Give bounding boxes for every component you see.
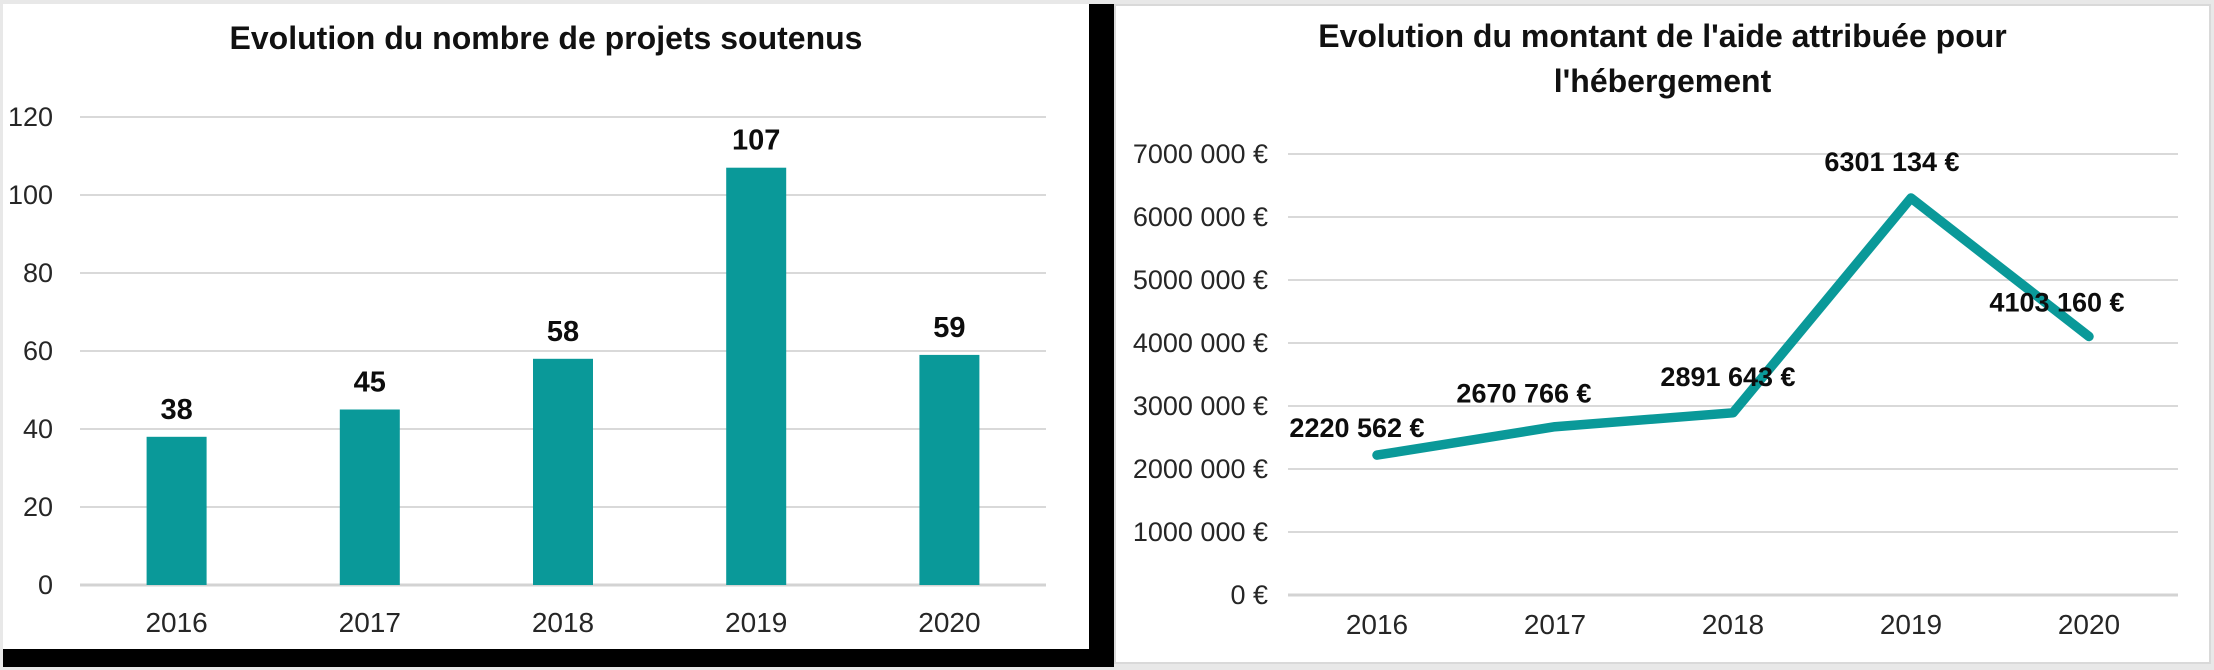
x-tick-label: 2019 [725, 607, 787, 638]
bar-2020 [919, 354, 980, 585]
point-value-label: 4103 160 € [1989, 288, 2124, 318]
bar-2016 [146, 436, 207, 585]
x-tick-label: 2018 [1702, 609, 1764, 640]
y-tick-label: 0 € [1230, 580, 1268, 610]
bar-chart-title: Evolution du nombre de projets soutenus [3, 16, 1089, 61]
line-chart-title: Evolution du montant de l'aide attribuée… [1116, 14, 2209, 105]
y-tick-label: 1000 000 € [1133, 517, 1268, 547]
x-tick-label: 2019 [1880, 609, 1942, 640]
x-tick-label: 2016 [1346, 609, 1408, 640]
x-tick-label: 2020 [2058, 609, 2120, 640]
bar-value-label: 59 [933, 312, 965, 344]
y-tick-label: 4000 000 € [1133, 328, 1268, 358]
y-tick-label: 120 [8, 102, 53, 132]
y-tick-label: 60 [23, 336, 53, 366]
y-tick-label: 80 [23, 258, 53, 288]
x-tick-label: 2018 [532, 607, 594, 638]
bar-chart-canvas: 0 20 40 60 80 100 120 38 2016 45 2017 58 2018 107 2019… [8, 102, 1046, 638]
point-value-label: 6301 134 € [1824, 147, 1959, 177]
bar-value-label: 58 [547, 316, 579, 348]
x-tick-label: 2020 [918, 607, 980, 638]
point-value-label: 2670 766 € [1456, 379, 1591, 409]
bar-value-label: 38 [160, 394, 192, 426]
series-line [1372, 193, 2094, 460]
y-tick-label: 7000 000 € [1133, 139, 1268, 169]
y-tick-label: 100 [8, 180, 53, 210]
x-tick-label: 2016 [145, 607, 207, 638]
left-chart-panel: Evolution du nombre de projets soutenus … [3, 4, 1114, 667]
y-tick-label: 6000 000 € [1133, 202, 1268, 232]
bar-2018 [533, 358, 593, 585]
point-value-label: 2220 562 € [1289, 413, 1424, 443]
bar-2019 [726, 167, 787, 585]
right-chart-panel: Evolution du montant de l'aide attribuée… [1114, 4, 2211, 664]
bar-value-label: 107 [732, 125, 780, 157]
y-tick-label: 3000 000 € [1133, 391, 1268, 421]
point-value-label: 2891 643 € [1660, 362, 1795, 392]
bar-value-label: 45 [354, 367, 386, 399]
bar-chart-title-text: Evolution du nombre de projets soutenus [229, 20, 863, 56]
y-tick-label: 40 [23, 414, 53, 444]
bar-2017 [339, 409, 400, 585]
line-chart-title-text: Evolution du montant de l'aide attribuée… [1318, 18, 2007, 100]
y-tick-label: 20 [23, 492, 53, 522]
x-tick-label: 2017 [1524, 609, 1586, 640]
x-tick-label: 2017 [339, 607, 401, 638]
line-chart-canvas: 0 € 1000 000 € 2000 000 € 3000 000 € 4000 00… [1133, 139, 2178, 640]
y-tick-label: 0 [38, 570, 53, 600]
y-tick-label: 2000 000 € [1133, 454, 1268, 484]
y-tick-label: 5000 000 € [1133, 265, 1268, 295]
